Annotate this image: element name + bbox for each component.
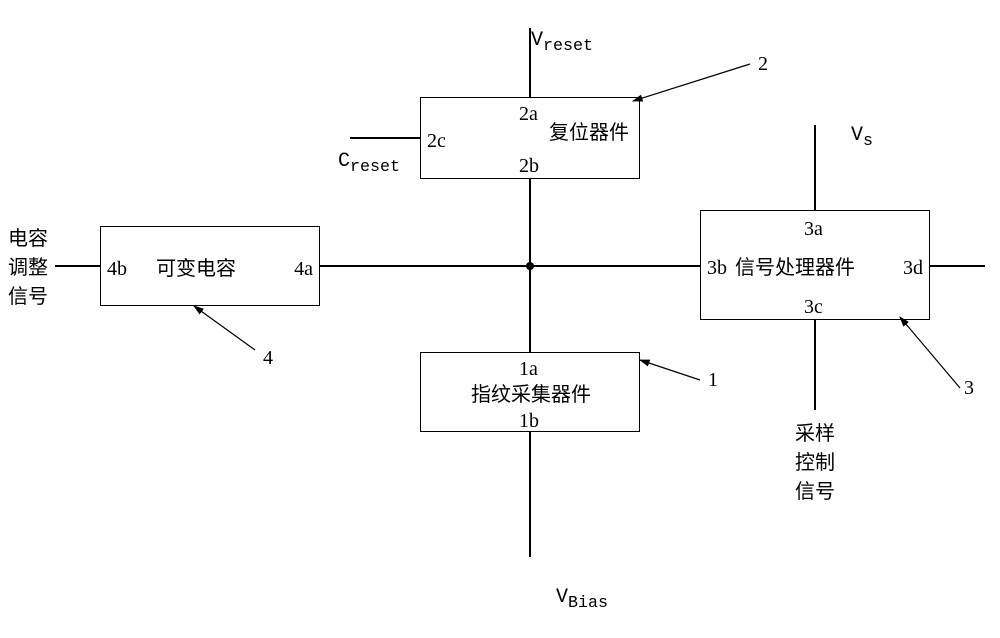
ref-arrows [0, 0, 1000, 620]
diagram-canvas: 2a 复位器件 2c 2b 4b 可变电容 4a 3a 3b 信号处理器件 3d… [0, 0, 1000, 620]
